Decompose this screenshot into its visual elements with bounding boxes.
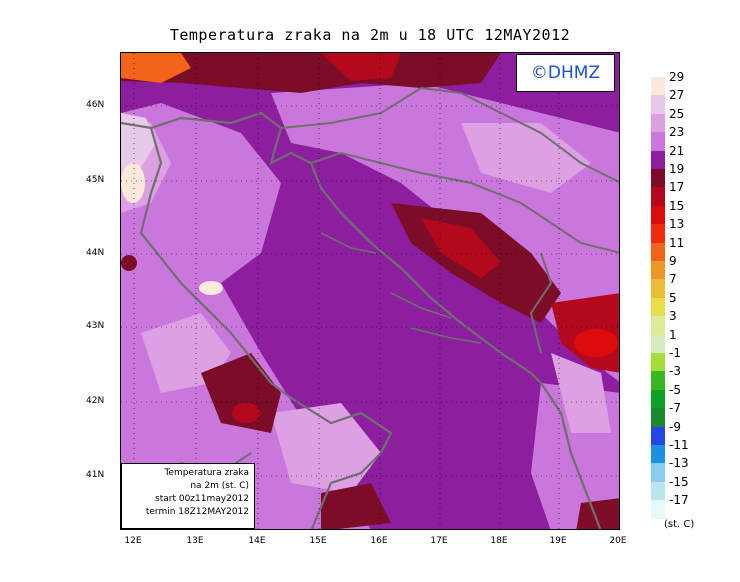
info-line-1: Temperatura zraka <box>164 468 249 478</box>
lon-label-19e: 19E <box>549 536 567 546</box>
lat-label-44n: 44N <box>86 248 105 258</box>
lat-label-43n: 43N <box>86 321 105 331</box>
forecast-info-box: Temperatura zraka na 2m (st. C) start 00… <box>121 463 255 529</box>
east-adriatic-coastline <box>121 111 602 529</box>
legend-label: -7 <box>669 401 681 416</box>
legend-unit: (st. C) <box>664 519 695 530</box>
legend-swatch <box>651 132 665 151</box>
hot-zone-north-red <box>321 53 401 81</box>
lon-label-17e: 17E <box>430 536 448 546</box>
legend-swatch <box>651 205 665 225</box>
legend-swatch <box>651 242 665 261</box>
legend-swatch <box>651 426 665 445</box>
legend-swatch <box>651 279 665 298</box>
legend-label: 7 <box>669 272 677 287</box>
hot-zone-south-italy-core <box>232 403 260 423</box>
info-line-4: termin 18Z12MAY2012 <box>145 507 249 517</box>
lon-label-20e: 20E <box>609 536 627 546</box>
lat-label-42n: 42N <box>86 396 105 406</box>
legend-swatch <box>651 150 665 169</box>
legend-swatch <box>651 224 665 243</box>
hot-zone-bosnia-core <box>421 218 501 278</box>
hot-zone-north <box>121 53 501 93</box>
legend-label: -3 <box>669 364 681 379</box>
italy-coastline <box>139 127 393 529</box>
italy-warm-region <box>121 103 371 529</box>
legend-label: 21 <box>669 143 685 158</box>
legend-label: 17 <box>669 180 685 195</box>
legend-label: 27 <box>669 88 685 103</box>
lat-label-46n: 46N <box>86 100 105 110</box>
warm-spot-italy <box>199 281 223 295</box>
pale-patch-north-balkan <box>461 123 591 193</box>
legend-swatch <box>651 445 665 464</box>
hot-zone-east-core <box>574 329 618 357</box>
info-line-3: start 00z11may2012 <box>155 494 249 504</box>
legend-swatch <box>651 187 665 206</box>
hot-spot-west <box>121 255 137 271</box>
lon-label-15e: 15E <box>309 536 327 546</box>
lon-label-16e: 16E <box>370 536 388 546</box>
legend-swatch <box>651 353 665 372</box>
drina-border <box>529 252 553 354</box>
legend-label: 29 <box>669 70 685 84</box>
lon-label-12e: 12E <box>124 536 142 546</box>
pale-patch-montenegro <box>551 353 611 433</box>
legend-swatch <box>651 500 665 519</box>
legend-swatch <box>651 169 665 188</box>
lon-label-14e: 14E <box>248 536 266 546</box>
lat-label-45n: 45N <box>86 175 105 185</box>
legend-swatch <box>651 389 665 409</box>
legend-swatch <box>651 463 665 482</box>
dhmz-logo: ©DHMZ <box>516 54 615 92</box>
legend-label: 13 <box>669 217 685 232</box>
legend-label: 25 <box>669 106 685 121</box>
legend-label: 23 <box>669 125 685 140</box>
legend-swatch <box>651 95 665 114</box>
pale-patch-south-italy <box>271 403 381 493</box>
map-canvas <box>121 53 619 529</box>
hot-zone-southeast <box>576 498 619 529</box>
legend-label: -15 <box>669 474 689 489</box>
legend-swatch <box>651 261 665 280</box>
hot-zone-south <box>321 483 391 529</box>
lat-label-41n: 41N <box>86 470 105 480</box>
map-gridlines <box>121 53 619 529</box>
hot-zone-northwest-orange <box>121 53 191 83</box>
legend-label: 15 <box>669 198 685 213</box>
slovenia-border <box>280 87 422 129</box>
legend-swatch <box>651 408 665 427</box>
legend-label: -5 <box>669 382 681 397</box>
legend-swatch <box>651 334 665 353</box>
temperature-map <box>120 52 620 530</box>
legend-label: 3 <box>669 309 677 324</box>
legend-swatch <box>651 77 665 96</box>
legend-label: -9 <box>669 419 681 434</box>
legend-label: -17 <box>669 493 689 508</box>
legend-swatch <box>651 297 665 317</box>
legend-label: -13 <box>669 456 689 471</box>
legend-swatch <box>651 371 665 390</box>
legend-label: -11 <box>669 438 689 452</box>
legend-label: 11 <box>669 235 685 250</box>
legend-label: -1 <box>669 346 681 360</box>
lon-label-13e: 13E <box>186 536 204 546</box>
legend-label: 19 <box>669 162 685 176</box>
warm-spot-venice <box>121 163 145 203</box>
legend-swatch <box>651 481 665 501</box>
map-title: Temperatura zraka na 2m u 18 UTC 12MAY20… <box>169 26 571 44</box>
legend-label: 5 <box>669 290 677 305</box>
croatia-bosnia-border <box>310 151 619 254</box>
lon-label-18e: 18E <box>490 536 508 546</box>
dalmatian-islands <box>320 232 482 344</box>
northern-border <box>420 87 619 184</box>
info-line-2: na 2m (st. C) <box>190 481 249 491</box>
hot-zone-south-italy <box>201 353 281 433</box>
legend-swatch <box>651 316 665 335</box>
legend-swatch <box>651 113 665 133</box>
legend-label: 1 <box>669 327 677 342</box>
legend-label: 9 <box>669 254 677 268</box>
